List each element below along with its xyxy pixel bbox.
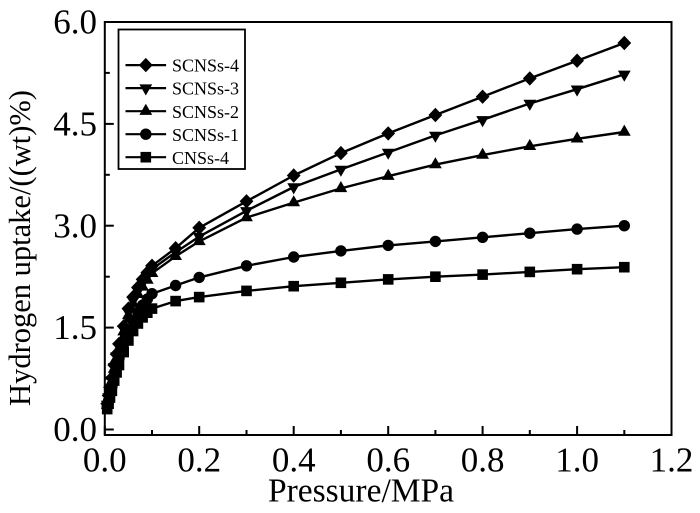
svg-text:0.0: 0.0 [83, 441, 127, 480]
svg-text:0.6: 0.6 [366, 441, 410, 480]
svg-text:1.0: 1.0 [555, 441, 599, 480]
svg-text:4.5: 4.5 [53, 105, 97, 144]
svg-text:0.4: 0.4 [272, 441, 316, 480]
svg-text:SCNSs-3: SCNSs-3 [172, 79, 239, 99]
svg-text:3.0: 3.0 [53, 206, 97, 245]
svg-text:SCNSs-4: SCNSs-4 [172, 56, 239, 76]
svg-text:SCNSs-1: SCNSs-1 [172, 125, 239, 145]
svg-text:0.0: 0.0 [53, 410, 97, 449]
svg-text:Pressure/MPa: Pressure/MPa [268, 473, 454, 510]
svg-text:1.2: 1.2 [650, 441, 694, 480]
svg-text:0.2: 0.2 [177, 441, 221, 480]
svg-text:1.5: 1.5 [53, 308, 97, 347]
svg-text:CNSs-4: CNSs-4 [172, 148, 229, 168]
svg-text:6.0: 6.0 [53, 3, 97, 42]
svg-text:0.8: 0.8 [461, 441, 505, 480]
svg-text:Hydrogen uptake/((wt)%): Hydrogen uptake/((wt)%) [3, 90, 37, 406]
svg-text:SCNSs-2: SCNSs-2 [172, 102, 239, 122]
